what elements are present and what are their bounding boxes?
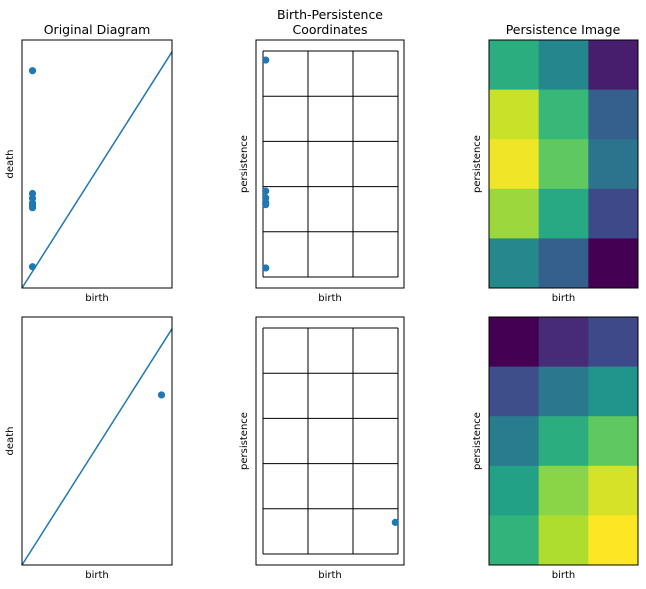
y-axis-label: persistence bbox=[472, 412, 483, 470]
data-point bbox=[157, 391, 166, 399]
data-point bbox=[262, 56, 270, 64]
y-axis-label: death bbox=[5, 150, 16, 179]
heatmap-cell bbox=[538, 139, 589, 190]
x-axis-label: birth bbox=[318, 570, 342, 581]
data-point bbox=[28, 263, 37, 271]
title-persistence-image: Persistence Image bbox=[506, 22, 621, 37]
axes-background bbox=[256, 317, 404, 565]
heatmap-cell bbox=[538, 238, 589, 289]
heatmap-cell bbox=[588, 515, 639, 566]
axes-background bbox=[22, 317, 172, 565]
axes-background bbox=[22, 40, 172, 288]
axes-frame bbox=[21, 316, 173, 566]
heatmap-cell bbox=[588, 465, 639, 516]
data-point bbox=[262, 201, 270, 209]
row1-persistence-image-panel: birth persistence bbox=[472, 39, 639, 304]
heatmap-cell bbox=[588, 40, 639, 91]
heatmap-cell bbox=[489, 366, 540, 417]
heatmap-cell bbox=[538, 89, 589, 140]
y-axis-label: persistence bbox=[239, 135, 250, 193]
title-birth-persistence-line1: Birth-Persistence bbox=[277, 7, 383, 22]
data-point bbox=[28, 204, 37, 212]
heatmap-cell bbox=[489, 188, 540, 239]
heatmap-cell bbox=[489, 139, 540, 190]
row1-birth-persistence-panel: birth persistence bbox=[239, 39, 405, 304]
heatmap-cell bbox=[588, 416, 639, 467]
heatmap-cell bbox=[538, 366, 589, 417]
heatmap-cell bbox=[489, 89, 540, 140]
y-axis-label: persistence bbox=[239, 412, 250, 470]
heatmap-cell bbox=[489, 515, 540, 566]
x-axis-label: birth bbox=[552, 570, 576, 581]
data-point bbox=[262, 187, 270, 195]
y-axis-label: death bbox=[5, 427, 16, 456]
axes-frame bbox=[488, 316, 639, 566]
x-axis-label: birth bbox=[318, 293, 342, 304]
heatmap-cell bbox=[489, 238, 540, 289]
heatmap-cell bbox=[489, 40, 540, 91]
row2-original-diagram-panel: birth death bbox=[5, 316, 173, 581]
heatmap-cell bbox=[588, 366, 639, 417]
diagonal-line bbox=[21, 51, 173, 289]
heatmap-cell bbox=[588, 89, 639, 140]
axes-frame bbox=[21, 39, 173, 289]
heatmap-cell bbox=[588, 139, 639, 190]
heatmap-cell bbox=[538, 416, 589, 467]
data-point bbox=[391, 518, 399, 526]
heatmap-cell bbox=[588, 188, 639, 239]
heatmap-cell bbox=[538, 40, 589, 91]
y-axis-label: persistence bbox=[472, 135, 483, 193]
row1-original-diagram-panel: birth death bbox=[5, 39, 173, 304]
data-point bbox=[262, 264, 270, 272]
x-axis-label: birth bbox=[552, 293, 576, 304]
x-axis-label: birth bbox=[85, 570, 109, 581]
diagonal-line bbox=[21, 328, 173, 566]
axes-background bbox=[256, 40, 404, 288]
row2-birth-persistence-panel: birth persistence bbox=[239, 316, 405, 581]
axes-frame bbox=[255, 39, 405, 289]
heatmap-cell bbox=[588, 317, 639, 368]
data-point bbox=[28, 67, 37, 75]
heatmap-cell bbox=[588, 238, 639, 289]
title-birth-persistence-line2: Coordinates bbox=[292, 22, 367, 37]
axes-frame bbox=[488, 39, 639, 289]
title-original-diagram: Original Diagram bbox=[44, 22, 151, 37]
axes-frame bbox=[255, 316, 405, 566]
row2-persistence-image-panel: birth persistence bbox=[472, 316, 639, 581]
heatmap-cell bbox=[489, 465, 540, 516]
heatmap-cell bbox=[538, 317, 589, 368]
heatmap-cell bbox=[489, 416, 540, 467]
heatmap-cell bbox=[489, 317, 540, 368]
x-axis-label: birth bbox=[85, 293, 109, 304]
heatmap-cell bbox=[538, 465, 589, 516]
heatmap-cell bbox=[538, 188, 589, 239]
heatmap-cell bbox=[538, 515, 589, 566]
